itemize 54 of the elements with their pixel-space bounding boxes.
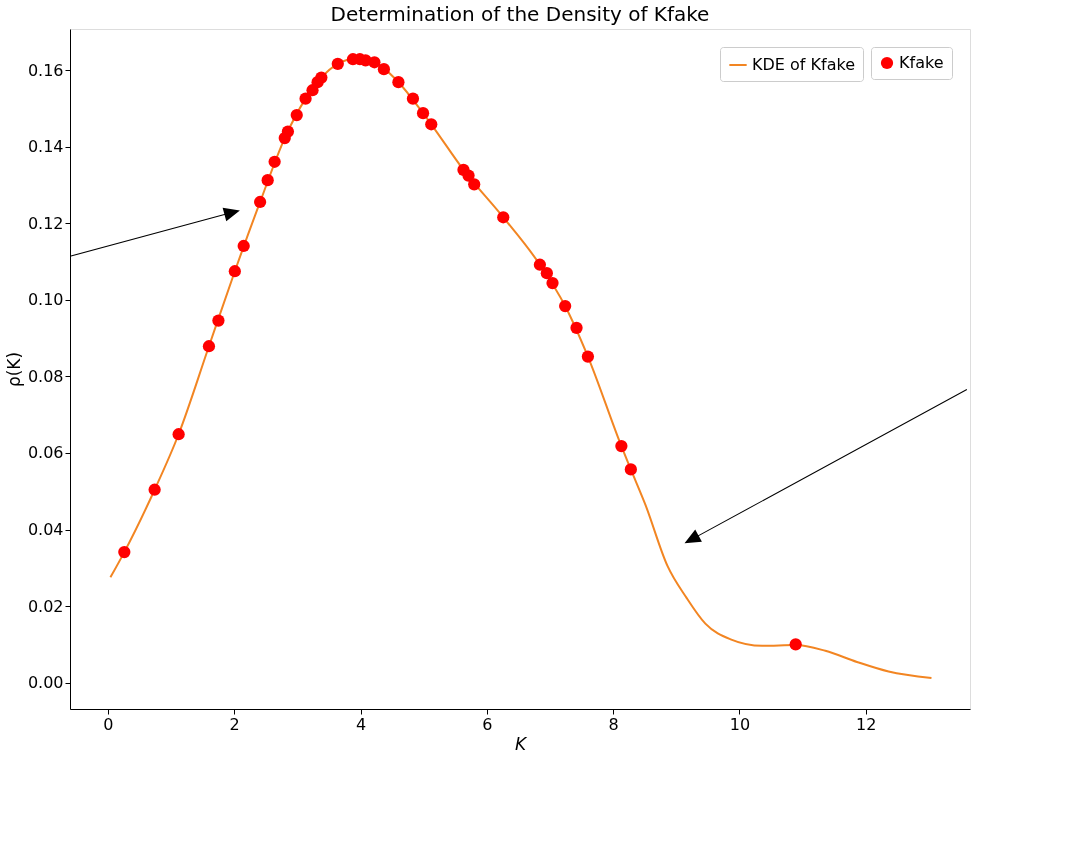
x-axis-title: K (514, 733, 528, 754)
point (416, 107, 430, 120)
x-tick-label: 8 (608, 714, 619, 734)
y-tick-label: 0.14 (27, 137, 64, 157)
x-tick-label: 2 (229, 714, 240, 734)
point (315, 71, 328, 84)
y-tick-label: 0.10 (27, 290, 64, 310)
point (237, 239, 250, 253)
point (468, 178, 481, 191)
point (570, 321, 583, 334)
point (425, 118, 438, 131)
point (331, 57, 344, 70)
point (212, 314, 225, 327)
point (559, 299, 572, 313)
point (392, 76, 405, 89)
point (172, 428, 185, 441)
y-axis-title: ρ(K) (3, 351, 24, 388)
point (118, 545, 131, 559)
point (533, 258, 547, 271)
y-tick-label: 0.04 (27, 520, 64, 540)
x-tick-label: 6 (482, 714, 493, 734)
point (261, 174, 274, 187)
point (540, 267, 553, 280)
chart-title: Determination of the Density of Kfake (330, 2, 710, 26)
point (228, 265, 241, 278)
point (377, 63, 391, 76)
x-tick-label: 10 (729, 714, 751, 734)
point (253, 195, 267, 209)
point (789, 638, 802, 651)
point (406, 92, 420, 105)
y-tick-label: 0.16 (27, 60, 64, 80)
point (615, 440, 628, 453)
point (268, 155, 281, 168)
point (497, 211, 510, 224)
point (462, 169, 475, 182)
y-tick-label: 0.12 (27, 213, 64, 233)
point (581, 350, 595, 363)
x-tick-label: 12 (856, 714, 877, 734)
point (290, 108, 303, 122)
x-tick-label: 4 (355, 714, 367, 734)
y-tick-label: 0.02 (27, 596, 64, 616)
x-tick-label: 0 (103, 714, 114, 734)
point (546, 276, 559, 290)
point (299, 92, 312, 105)
point (368, 56, 381, 69)
point (281, 125, 295, 138)
point (202, 340, 216, 353)
point (624, 463, 637, 476)
point (148, 483, 161, 496)
y-tick-label: 0.06 (27, 443, 64, 463)
legend-label: Kfake (899, 53, 944, 72)
y-tick-label: 0.00 (27, 673, 64, 693)
legend-label: KDE of Kfake (752, 55, 855, 74)
y-tick-label: 0.08 (27, 366, 64, 386)
